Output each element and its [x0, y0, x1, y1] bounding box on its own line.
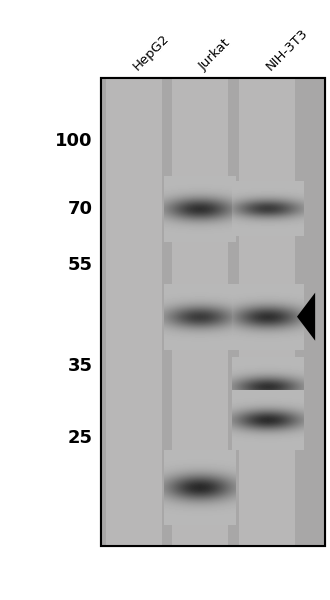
Text: Jurkat: Jurkat: [196, 37, 233, 73]
Bar: [172, 78, 228, 546]
Bar: [101, 78, 325, 546]
Bar: [162, 78, 172, 546]
Bar: [295, 78, 325, 546]
Text: HepG2: HepG2: [130, 32, 172, 73]
Bar: [106, 78, 162, 546]
Text: 25: 25: [67, 430, 92, 448]
Text: NIH-3T3: NIH-3T3: [264, 26, 311, 73]
Bar: [101, 78, 325, 546]
Text: 55: 55: [67, 256, 92, 274]
Polygon shape: [297, 293, 315, 341]
Bar: [239, 78, 295, 546]
Bar: [228, 78, 239, 546]
Bar: [101, 78, 106, 546]
Text: 70: 70: [67, 200, 92, 218]
Text: 100: 100: [55, 132, 92, 150]
Text: 35: 35: [67, 357, 92, 375]
